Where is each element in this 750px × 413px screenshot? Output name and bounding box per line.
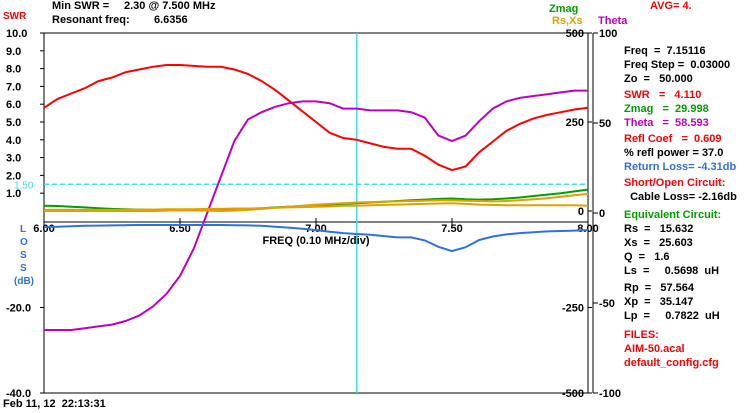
readout-freq-step: Freq Step = 0.03000: [624, 59, 731, 71]
avg-label: AVG= 4.: [650, 0, 692, 12]
freq-axis-title: FREQ (0.10 MHz/div): [263, 235, 370, 247]
theta-tick-label: 100: [599, 28, 617, 40]
loss-tick-label: -40.0: [6, 388, 31, 400]
theta-series-tag: Theta: [598, 15, 628, 27]
readout-rs: Rs = 15.632: [624, 223, 694, 235]
readout-refl-coef: Refl Coef = 0.609: [624, 133, 722, 145]
readout-xp: Xp = 35.147: [624, 296, 694, 308]
readout-swr: SWR = 4.110: [624, 89, 702, 101]
swr-tick-label: 2.0: [6, 170, 21, 182]
swr-series-tag: SWR: [3, 11, 27, 22]
loss-tick-label: -20.0: [6, 303, 31, 315]
series-line-xs: [44, 192, 589, 213]
freq-tick-label: 7.00: [305, 223, 326, 235]
readout-rp: Rp = 57.564: [624, 282, 695, 294]
readout-zo: Zo = 50.000: [624, 73, 693, 85]
impedance-tick-label: -500: [562, 388, 584, 400]
theta-tick-label: 0: [599, 208, 605, 220]
readout-lp: Lp = 0.7822 uH: [624, 310, 720, 322]
loss-axis-label: L: [20, 224, 26, 235]
file-config: default_config.cfg: [624, 357, 719, 369]
resonant-freq-label: Resonant freq:: [52, 14, 130, 26]
swr-tick-label: 7.0: [6, 81, 21, 93]
resonant-freq-value: 6.6356: [154, 14, 188, 26]
min-swr-label: Min SWR =: [52, 0, 110, 12]
loss-axis-label: S: [20, 263, 27, 274]
freq-tick-label: 7.50: [441, 223, 462, 235]
impedance-tick-label: 250: [566, 117, 584, 129]
readout-short-open-title: Short/Open Circuit:: [624, 177, 726, 189]
files-title: FILES:: [624, 329, 659, 341]
theta-tick-label: 50: [599, 118, 611, 130]
loss-axis-label: O: [20, 237, 28, 248]
freq-tick-label: 6.00: [33, 223, 54, 235]
loss-axis-label: (dB): [14, 276, 34, 287]
swr-tick-label: 6.0: [6, 99, 21, 111]
swr-reference-label: 1.50: [14, 180, 34, 191]
series-line-return-loss: [43, 224, 589, 253]
readout-zmag: Zmag = 29.998: [624, 103, 709, 115]
impedance-tick-label: 0: [578, 206, 584, 218]
readout-ls: Ls = 0.5698 uH: [624, 265, 720, 277]
readout-freq: Freq = 7.15116: [624, 45, 706, 57]
swr-tick-label: 1.0: [6, 188, 21, 200]
swr-tick-label: 9.0: [6, 46, 21, 58]
series-line-theta: [44, 89, 588, 331]
zmag-series-tag: Zmag: [549, 3, 579, 15]
freq-tick-label: 8.00: [577, 223, 598, 235]
plot-frame: [43, 32, 589, 394]
readout-refl-power: % refl power = 37.0: [624, 147, 724, 159]
swr-tick-label: 5.0: [6, 117, 21, 129]
swr-tick-label: 3.0: [6, 153, 21, 165]
impedance-tick-label: -250: [562, 303, 584, 315]
swr-tick-label: 10.0: [6, 28, 27, 40]
swr-tick-label: 8.0: [6, 64, 21, 76]
readout-return-loss: Return Loss= -4.31db: [624, 161, 737, 173]
loss-axis-label: S: [20, 250, 27, 261]
readout-cable-loss: Cable Loss= -2.16db: [624, 191, 737, 203]
theta-tick-label: -100: [599, 388, 621, 400]
series-line-swr: [43, 64, 589, 172]
file-calibration: AIM-50.acal: [624, 343, 685, 355]
readout-theta: Theta = 58.593: [624, 117, 709, 129]
impedance-tick-label: 500: [566, 28, 584, 40]
readout-xs: Xs = 25.603: [624, 237, 693, 249]
readout-equiv-title: Equivalent Circuit:: [624, 209, 722, 221]
rsxs-series-tag: Rs,Xs: [552, 15, 583, 27]
timestamp: Feb 11, 12 22:13:31: [3, 398, 106, 410]
swr-tick-label: 4.0: [6, 135, 21, 147]
readout-q: Q = 1.6: [624, 251, 670, 263]
min-swr-value: 2.30 @ 7.500 MHz: [124, 0, 216, 12]
theta-tick-label: -50: [599, 298, 615, 310]
series-line-rs: [44, 202, 589, 211]
